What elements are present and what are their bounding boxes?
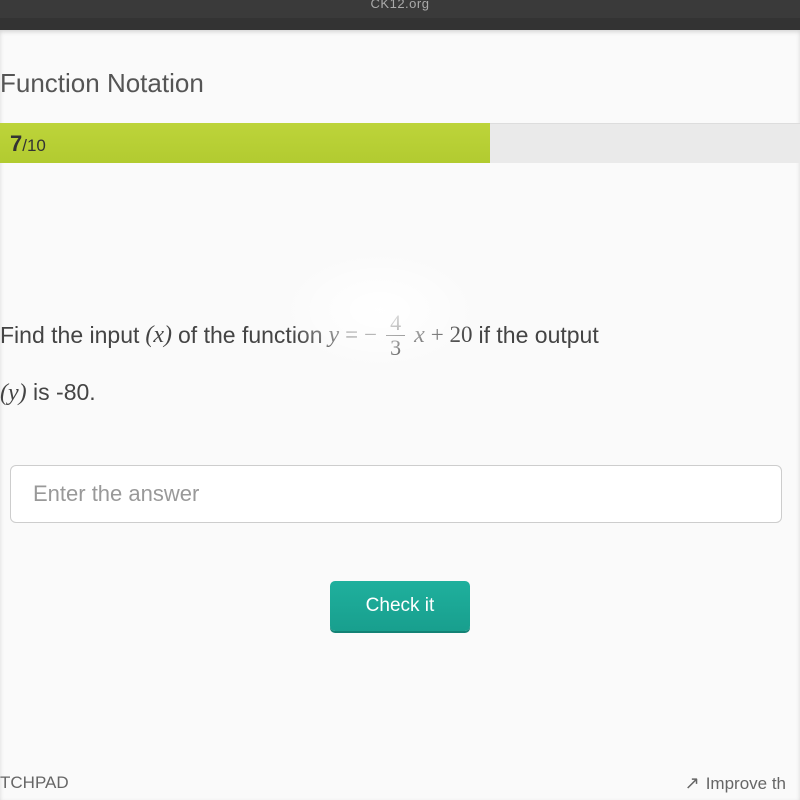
question-text: Find the input (x) of the function y = −… <box>0 311 800 413</box>
q-var-y: (y) <box>0 380 27 406</box>
progress-current: 7 <box>10 131 22 156</box>
footer: TCHPAD ↗ Improve th <box>0 773 786 794</box>
question-line-1: Find the input (x) of the function y = −… <box>0 311 800 360</box>
question-line-2: (y) is -80. <box>0 374 800 412</box>
answer-placeholder: Enter the answer <box>33 481 199 507</box>
q-var-x: (x) <box>145 316 172 354</box>
q-fraction: 4 3 <box>386 311 405 360</box>
progress-label: 7/10 <box>0 123 60 163</box>
trend-icon: ↗ <box>685 773 700 794</box>
q-neg: − <box>364 317 377 354</box>
answer-input[interactable]: Enter the answer <box>10 465 782 523</box>
q-lhs: y <box>329 316 340 354</box>
progress-track <box>490 123 800 163</box>
q-suffix: if the output <box>479 317 599 354</box>
progress-fill <box>60 123 490 163</box>
q-equals: = <box>345 317 358 354</box>
check-it-button[interactable]: Check it <box>330 581 470 631</box>
browser-address-bar: CK12.org <box>0 0 800 18</box>
progress-bar-container: 7/10 <box>0 123 800 163</box>
q-prefix: Find the input <box>0 317 139 354</box>
url-text: CK12.org <box>371 0 430 11</box>
scratchpad-label[interactable]: TCHPAD <box>0 773 69 794</box>
lesson-title: Function Notation <box>0 30 800 123</box>
q-frac-num: 4 <box>386 311 405 336</box>
q-mid: of the function <box>178 317 323 354</box>
improve-link[interactable]: ↗ Improve th <box>685 773 786 794</box>
q-plus20: + 20 <box>431 317 473 354</box>
progress-total: /10 <box>22 136 46 155</box>
q-var-x2: x <box>414 316 425 354</box>
q-line2-rest: is -80. <box>27 379 96 405</box>
q-frac-den: 3 <box>386 336 405 360</box>
improve-text: Improve th <box>706 774 786 794</box>
lesson-card: Function Notation 7/10 Find the input (x… <box>0 30 800 800</box>
